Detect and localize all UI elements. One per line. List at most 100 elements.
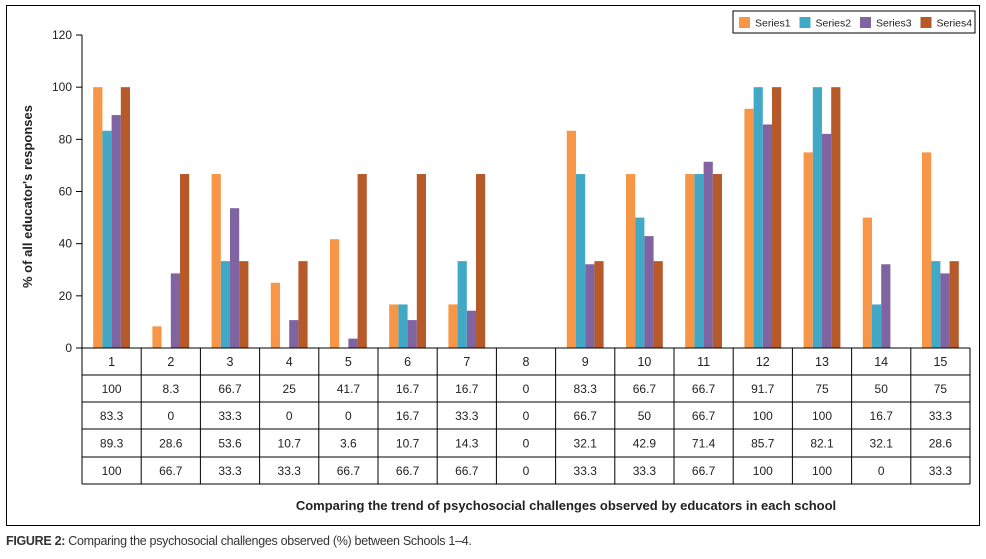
y-tick-label: 0 <box>65 341 72 355</box>
table-cell-series1: 16.7 <box>396 382 420 396</box>
table-cell-series2: 0 <box>345 409 352 423</box>
bar-series3-cat-2 <box>170 273 180 348</box>
table-cell-series3: 32.1 <box>574 437 598 451</box>
table-cell-series3: 71.4 <box>692 437 716 451</box>
bar-series1-cat-12 <box>744 108 754 349</box>
bar-series2-cat-12 <box>753 87 763 349</box>
table-cell-series3: 85.7 <box>751 437 775 451</box>
table-cell-series4: 0 <box>523 464 530 478</box>
table-cell-series3: 53.6 <box>218 437 242 451</box>
table-cell-series4: 66.7 <box>455 464 479 478</box>
bar-series2-cat-9 <box>576 174 586 348</box>
table-cell-series4: 0 <box>878 464 885 478</box>
table-header-cell: 6 <box>404 355 411 369</box>
bar-series4-cat-2 <box>180 174 190 348</box>
bar-series2-cat-3 <box>220 261 230 348</box>
table-header-cell: 3 <box>227 355 234 369</box>
bar-series2-cat-7 <box>457 261 467 348</box>
y-tick-label: 100 <box>52 80 72 94</box>
bar-series1-cat-10 <box>626 174 636 348</box>
table-header-cell: 2 <box>167 355 174 369</box>
table-cell-series3: 82.1 <box>810 437 834 451</box>
bar-series4-cat-6 <box>416 174 426 348</box>
table-cell-series3: 28.6 <box>159 437 183 451</box>
table-cell-series2: 0 <box>286 409 293 423</box>
bar-series4-cat-3 <box>239 261 249 348</box>
table-header-cell: 4 <box>286 355 293 369</box>
bar-series1-cat-4 <box>270 282 280 348</box>
bar-series3-cat-6 <box>407 320 417 348</box>
chart-frame <box>6 5 980 526</box>
table-cell-series3: 42.9 <box>633 437 657 451</box>
table-cell-series1: 0 <box>523 382 530 396</box>
table-cell-series1: 75 <box>815 382 829 396</box>
legend-swatch-series1 <box>739 17 750 28</box>
table-cell-series4: 33.3 <box>218 464 242 478</box>
table-cell-series2: 0 <box>167 409 174 423</box>
bar-series2-cat-10 <box>635 217 645 348</box>
table-cell-series1: 50 <box>875 382 889 396</box>
bar-series3-cat-12 <box>762 124 772 348</box>
table-cell-series1: 41.7 <box>337 382 361 396</box>
table-cell-series2: 33.3 <box>455 409 479 423</box>
bar-series3-cat-3 <box>230 208 240 348</box>
y-tick-label: 120 <box>52 28 72 42</box>
bar-series1-cat-6 <box>389 304 399 348</box>
table-cell-series1: 100 <box>102 382 122 396</box>
bar-series4-cat-12 <box>772 87 782 349</box>
table-cell-series4: 66.7 <box>159 464 183 478</box>
bar-series4-cat-13 <box>831 87 841 349</box>
bar-series3-cat-10 <box>644 236 654 348</box>
table-cell-series1: 66.7 <box>218 382 242 396</box>
y-tick-label: 60 <box>59 185 73 199</box>
table-cell-series4: 100 <box>812 464 832 478</box>
bar-series3-cat-15 <box>940 273 950 348</box>
table-cell-series2: 66.7 <box>574 409 598 423</box>
table-header-cell: 13 <box>815 355 829 369</box>
table-cell-series2: 50 <box>638 409 652 423</box>
legend-swatch-series4 <box>920 17 932 28</box>
table-cell-series1: 25 <box>283 382 297 396</box>
legend-box <box>732 10 976 34</box>
table-header-cell: 8 <box>523 355 530 369</box>
table-cell-series2: 16.7 <box>396 409 420 423</box>
bar-series1-cat-15 <box>922 152 932 348</box>
table-cell-series2: 100 <box>753 409 773 423</box>
bar-series4-cat-10 <box>653 261 663 348</box>
bar-series1-cat-14 <box>862 217 872 348</box>
table-header-cell: 11 <box>697 355 710 369</box>
bar-series1-cat-3 <box>211 174 221 348</box>
caption-label: FIGURE 2: <box>6 534 66 548</box>
table-cell-series3: 10.7 <box>396 437 420 451</box>
table-header-cell: 10 <box>637 355 651 369</box>
bar-series1-cat-13 <box>803 152 813 348</box>
bar-series2-cat-13 <box>812 87 822 349</box>
bar-series4-cat-7 <box>476 174 486 348</box>
bar-series2-cat-11 <box>694 174 704 348</box>
table-cell-series4: 33.3 <box>278 464 302 478</box>
bar-series3-cat-5 <box>348 338 358 348</box>
legend-label-series4: Series4 <box>937 18 973 30</box>
table-cell-series2: 100 <box>812 409 832 423</box>
table-header-cell: 1 <box>108 355 115 369</box>
table-cell-series1: 16.7 <box>455 382 479 396</box>
table-cell-series2: 16.7 <box>870 409 894 423</box>
table-cell-series2: 83.3 <box>100 409 124 423</box>
bar-series4-cat-4 <box>298 261 308 348</box>
bar-series3-cat-1 <box>111 115 121 348</box>
y-tick-label: 40 <box>59 237 73 251</box>
bar-series2-cat-15 <box>931 261 941 348</box>
bar-series3-cat-7 <box>466 310 476 348</box>
bar-series1-cat-7 <box>448 304 458 348</box>
table-cell-series3: 0 <box>523 437 530 451</box>
bar-series4-cat-5 <box>357 174 367 348</box>
bar-series2-cat-6 <box>398 304 408 348</box>
table-header-cell: 9 <box>582 355 589 369</box>
table-header-cell: 12 <box>756 355 770 369</box>
legend-label-series2: Series2 <box>816 18 852 30</box>
table-cell-series1: 66.7 <box>692 382 716 396</box>
bar-series3-cat-4 <box>289 320 299 348</box>
table-cell-series1: 83.3 <box>574 382 598 396</box>
bar-series4-cat-11 <box>712 174 722 348</box>
